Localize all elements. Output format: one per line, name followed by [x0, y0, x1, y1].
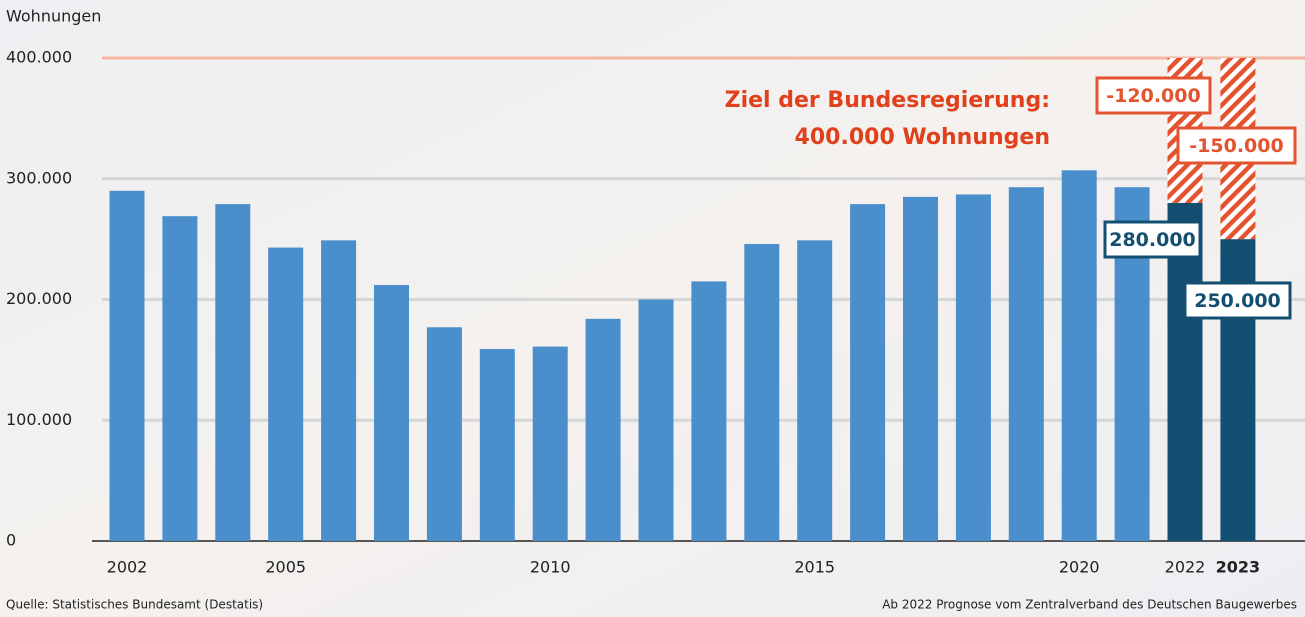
value-label: 280.000: [1109, 229, 1196, 251]
x-tick-label: 2005: [265, 558, 306, 577]
value-label: -120.000: [1106, 85, 1200, 107]
x-tick-label: 2020: [1059, 558, 1100, 577]
bar: [586, 319, 621, 541]
bar: [427, 327, 462, 541]
bar: [480, 349, 515, 541]
bar: [691, 281, 726, 541]
bar: [110, 191, 145, 541]
bar: [1062, 170, 1097, 541]
y-tick-label: 0: [6, 531, 16, 550]
bar: [956, 194, 991, 541]
bar: [903, 197, 938, 541]
bar: [321, 240, 356, 541]
x-tick-label: 2015: [794, 558, 835, 577]
chart: Wohnungen Quelle: Statistisches Bundesam…: [0, 0, 1305, 617]
y-tick-label: 400.000: [6, 48, 72, 67]
y-axis-label: Wohnungen: [6, 7, 101, 26]
bar: [797, 240, 832, 541]
source: Quelle: Statistisches Bundesamt (Destati…: [6, 598, 263, 612]
x-tick-label: 2022: [1165, 558, 1206, 577]
target-annotation: Ziel der Bundesregierung:: [725, 88, 1050, 113]
target-annotation: 400.000 Wohnungen: [795, 125, 1050, 150]
y-tick-label: 300.000: [6, 168, 72, 187]
bar: [268, 248, 303, 541]
bar: [744, 244, 779, 541]
page: {"chart_data": {"type": "bar", "y_axis_l…: [0, 0, 1305, 617]
bar: [374, 285, 409, 541]
note: Ab 2022 Prognose vom Zentralverband des …: [882, 598, 1297, 612]
value-label: -150.000: [1189, 135, 1283, 157]
bar: [533, 347, 568, 541]
bar: [850, 204, 885, 541]
x-tick-label: 2010: [530, 558, 571, 577]
bar: [215, 204, 250, 541]
x-tick-label: 2023: [1216, 558, 1261, 577]
bar: [639, 300, 674, 542]
bar: [162, 216, 197, 541]
y-tick-label: 100.000: [6, 410, 72, 429]
y-tick-label: 200.000: [6, 289, 72, 308]
value-label: 250.000: [1194, 290, 1281, 312]
x-tick-label: 2002: [107, 558, 148, 577]
bar: [1009, 187, 1044, 541]
